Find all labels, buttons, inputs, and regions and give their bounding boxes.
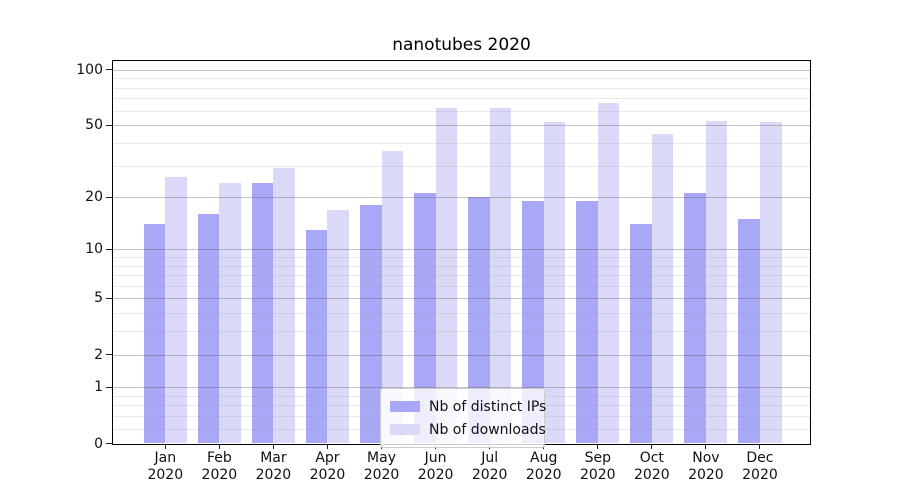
bar-downloads [165, 176, 187, 444]
gridline-major [113, 197, 810, 199]
bar-downloads [489, 108, 512, 444]
bar-distinct-ips [468, 197, 490, 444]
x-tick-label: Jun 2020 [417, 450, 454, 483]
x-tick-label: May 2020 [363, 450, 400, 483]
bar-downloads [597, 103, 620, 444]
gridline-minor [113, 87, 810, 89]
bar-distinct-ips [143, 224, 166, 444]
bar-downloads [327, 209, 350, 444]
bar-distinct-ips [197, 214, 220, 444]
bar-downloads [705, 120, 728, 444]
gridline-minor [113, 285, 810, 287]
plot-area: Nb of distinct IPs Nb of downloads [112, 60, 811, 448]
x-tick-mark [705, 443, 707, 449]
bar-distinct-ips [414, 193, 436, 444]
y-tick-mark [106, 196, 113, 198]
bar-downloads [273, 168, 295, 444]
x-tick-mark [759, 443, 761, 449]
x-tick-label: Jan 2020 [147, 450, 184, 483]
gridline-major [113, 249, 810, 251]
gridline-minor [113, 331, 810, 333]
x-tick-label: Apr 2020 [309, 450, 346, 483]
gridline-minor [113, 313, 810, 315]
bar-distinct-ips [684, 193, 706, 444]
legend-item-downloads: Nb of downloads [390, 418, 546, 441]
bar-distinct-ips [251, 182, 274, 444]
legend: Nb of distinct IPs Nb of downloads [380, 388, 546, 448]
legend-label-downloads: Nb of downloads [429, 421, 546, 438]
x-tick-label: Mar 2020 [255, 450, 292, 483]
y-tick-label: 1 [94, 379, 103, 396]
y-tick-label: 50 [85, 117, 103, 134]
x-tick-label: Dec 2020 [742, 450, 778, 483]
bar-downloads [759, 122, 782, 444]
y-tick-label: 20 [85, 189, 103, 206]
bar-downloads [435, 108, 458, 444]
y-tick-mark [106, 386, 113, 388]
x-tick-mark [218, 443, 220, 449]
bar-downloads [219, 182, 241, 444]
y-tick-label: 100 [76, 61, 103, 78]
y-tick-label: 10 [85, 241, 103, 258]
gridline-minor [113, 110, 810, 112]
x-tick-label: Aug 2020 [525, 450, 562, 483]
bar-distinct-ips [576, 200, 598, 444]
gridline-minor [113, 275, 810, 277]
y-tick-mark [106, 443, 113, 444]
bar-distinct-ips [359, 205, 382, 444]
y-tick-mark [106, 354, 113, 356]
bar-downloads [651, 133, 674, 444]
gridline-minor [113, 265, 810, 267]
y-tick-mark [106, 297, 113, 299]
x-tick-mark [272, 443, 274, 449]
gridline-minor [113, 142, 810, 144]
chart-title: nanotubes 2020 [392, 35, 531, 55]
bar-distinct-ips [522, 200, 544, 444]
bar-distinct-ips [630, 224, 652, 444]
y-tick-label: 0 [94, 435, 103, 452]
x-tick-label: Jul 2020 [471, 450, 508, 483]
x-tick-label: Nov 2020 [688, 450, 724, 483]
bar-downloads [543, 122, 566, 444]
y-tick-mark [106, 248, 113, 250]
bar-distinct-ips [305, 229, 328, 444]
gridline-minor [113, 165, 810, 167]
gridline-major [113, 298, 810, 300]
gridline-minor [113, 98, 810, 100]
x-tick-mark [326, 443, 328, 449]
legend-item-distinct-ips: Nb of distinct IPs [390, 395, 546, 418]
x-tick-mark [164, 443, 166, 449]
y-tick-label: 5 [94, 290, 103, 307]
gridline-minor [113, 78, 810, 80]
y-tick-label: 2 [94, 346, 103, 363]
bar-downloads [381, 151, 404, 444]
legend-swatch-distinct-ips [390, 401, 420, 412]
x-tick-label: Feb 2020 [201, 450, 238, 483]
gridline-major [113, 69, 810, 71]
gridline-minor [113, 257, 810, 259]
x-tick-label: Sep 2020 [579, 450, 616, 483]
x-tick-mark [597, 443, 599, 449]
gridline-major [113, 125, 810, 127]
x-tick-label: Oct 2020 [634, 450, 670, 483]
y-tick-mark [106, 69, 113, 71]
y-tick-mark [106, 124, 113, 126]
legend-swatch-downloads [390, 424, 420, 435]
bar-distinct-ips [738, 219, 760, 444]
legend-label-distinct-ips: Nb of distinct IPs [429, 398, 547, 415]
gridline-major [113, 354, 810, 356]
x-tick-mark [651, 443, 653, 449]
gridline-major [113, 387, 810, 389]
